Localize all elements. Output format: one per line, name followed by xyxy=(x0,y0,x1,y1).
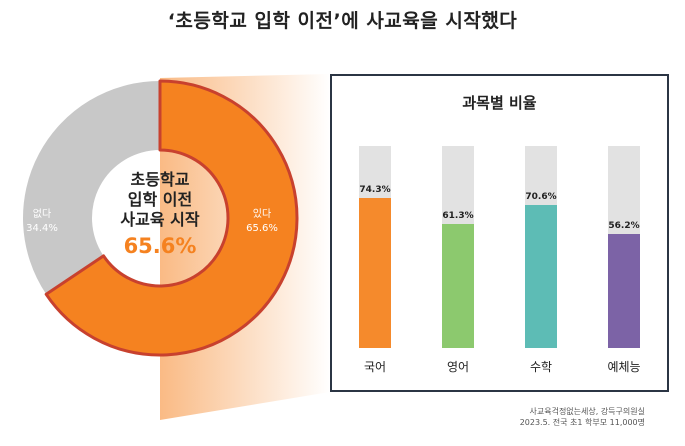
center-line-2: 입학 이전 xyxy=(127,190,193,209)
slice-label-yes: 있다 65.6% xyxy=(238,208,286,236)
bar-track xyxy=(608,146,640,348)
bar-track xyxy=(359,146,391,348)
subject-panel: 과목별 비율 74.3% 국어 61.3% 영어 70.6% 수학 56.2% 예체능 xyxy=(330,74,669,392)
slice-label-yes-name: 있다 xyxy=(252,209,272,220)
donut-center: 초등학교 입학 이전 사교육 시작 65.6% xyxy=(95,170,225,258)
source-line-1: 사교육걱정없는세상, 강득구의원실 xyxy=(529,407,646,416)
bar-value-label: 74.3% xyxy=(359,184,391,195)
donut-slice-no xyxy=(22,81,160,295)
bar-value-label: 70.6% xyxy=(525,192,557,203)
donut-slice-yes xyxy=(44,79,299,357)
bar-category-label: 국어 xyxy=(363,360,387,374)
bar-수학 xyxy=(525,205,557,348)
panel-title: 과목별 비율 xyxy=(462,94,537,112)
bar-예체능 xyxy=(608,234,640,348)
bar-영어 xyxy=(442,224,474,348)
bar-category-label: 수학 xyxy=(529,360,553,374)
bar-track xyxy=(525,146,557,348)
bar-국어 xyxy=(359,197,391,348)
bar-category-label: 예체능 xyxy=(607,360,641,374)
center-value: 65.6% xyxy=(123,234,197,258)
source-line-2: 2023.5. 전국 초1 학부모 11,000명 xyxy=(519,418,645,427)
slice-label-no-value: 34.4% xyxy=(26,223,58,234)
center-line-3: 사교육 시작 xyxy=(120,210,200,229)
slice-label-no: 없다 34.4% xyxy=(22,208,62,236)
slice-label-yes-value: 65.6% xyxy=(246,223,278,234)
bar-track xyxy=(442,146,474,348)
page-title: ‘초등학교 입학 이전’에 사교육을 시작했다 xyxy=(167,10,518,32)
source-note: 사교육걱정없는세상, 강득구의원실 2023.5. 전국 초1 학부모 11,0… xyxy=(520,406,645,428)
center-line-1: 초등학교 xyxy=(130,170,190,189)
bar-category-label: 영어 xyxy=(446,360,470,374)
bar-value-label: 56.2% xyxy=(608,221,640,232)
bar-value-label: 61.3% xyxy=(442,211,474,222)
slice-label-no-name: 없다 xyxy=(32,209,52,220)
